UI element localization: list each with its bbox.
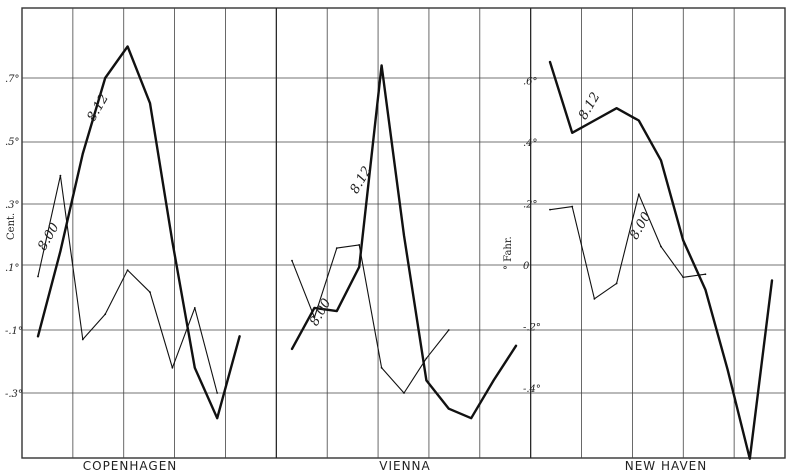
y-tick-label: .1° xyxy=(5,263,20,274)
series-point xyxy=(704,273,707,276)
series-point xyxy=(593,119,596,122)
series-point xyxy=(149,291,151,294)
series-point xyxy=(358,244,361,246)
chart-panel: .7° .5° .3° .1° -.1° -.3° Cent. 8.12 8.00 Copenha… xyxy=(5,45,241,473)
series-point xyxy=(492,379,495,382)
series-label: 8.00 xyxy=(627,210,654,243)
series-line xyxy=(548,60,774,460)
y-tick-label: -.1° xyxy=(5,326,23,337)
series-point xyxy=(216,417,219,420)
series-point xyxy=(615,107,618,110)
series-point xyxy=(748,457,751,460)
y-tick-label: 0 xyxy=(523,261,530,272)
series-point xyxy=(193,307,196,309)
y-unit-label: Cent. xyxy=(6,213,17,240)
series-line xyxy=(549,193,706,300)
series-point xyxy=(313,307,316,309)
series-point xyxy=(660,159,662,162)
series-point xyxy=(37,335,39,338)
series-point xyxy=(358,266,361,268)
series-point xyxy=(171,366,174,369)
series-point xyxy=(380,366,383,369)
series-point xyxy=(571,131,574,134)
chart-frame xyxy=(21,7,786,459)
series-point xyxy=(403,392,405,394)
y-tick-label: .5° xyxy=(5,137,20,148)
series-point xyxy=(104,77,107,79)
series-point xyxy=(549,208,551,211)
series-point xyxy=(126,269,129,272)
y-tick-label: -.4° xyxy=(523,384,541,395)
series-point xyxy=(126,45,129,48)
series-point xyxy=(291,259,293,262)
series-line xyxy=(290,64,518,420)
series-point xyxy=(81,152,84,155)
series-point xyxy=(447,407,450,410)
y-tick-label: -.3° xyxy=(5,389,23,400)
series-point xyxy=(425,379,428,382)
series-point xyxy=(81,338,84,341)
series-point xyxy=(238,335,241,338)
series-point xyxy=(637,119,640,122)
series-point xyxy=(615,282,618,285)
chart-panel: .6°.4°.2°0-.2°-.4°° Fahr.8.128.00New Hav… xyxy=(503,60,774,473)
y-tick-label: .7° xyxy=(5,74,20,85)
series-point xyxy=(593,297,596,300)
y-tick-label: .4° xyxy=(523,138,538,149)
series-label: 8.00 xyxy=(307,296,334,329)
series-point xyxy=(682,276,685,279)
series-label: 8.12 xyxy=(84,92,111,125)
series-point xyxy=(59,250,62,253)
y-unit-label: ° Fahr. xyxy=(503,236,514,270)
series-point xyxy=(171,240,174,243)
series-point xyxy=(291,348,293,350)
series-point xyxy=(313,316,316,319)
y-tick-label: .3° xyxy=(5,200,20,211)
series-line xyxy=(37,175,218,394)
series-label: 8.00 xyxy=(35,221,62,254)
series-point xyxy=(104,313,107,316)
series-point xyxy=(571,205,574,208)
series-point xyxy=(549,61,551,63)
series-point xyxy=(380,64,383,67)
series-point xyxy=(37,275,39,278)
chart-grid xyxy=(21,7,786,459)
panel-title: New Haven xyxy=(625,459,707,473)
series-point xyxy=(771,279,773,282)
y-tick-label: .2° xyxy=(523,200,538,211)
series-point xyxy=(335,310,338,312)
series-point xyxy=(704,288,707,291)
series-point xyxy=(447,329,450,331)
series-line xyxy=(36,45,241,420)
series-point xyxy=(149,102,151,105)
panel-title: Copenhagen xyxy=(83,459,178,473)
series-point xyxy=(726,368,729,371)
series-point xyxy=(682,239,685,242)
panel-title: Vienna xyxy=(379,459,431,473)
series-point xyxy=(59,174,62,177)
y-tick-label: -.2° xyxy=(523,323,541,334)
series-point xyxy=(637,193,640,196)
y-tick-label: .6° xyxy=(523,77,538,88)
series-point xyxy=(403,234,405,237)
series-point xyxy=(425,357,428,360)
series-point xyxy=(193,366,196,369)
series-point xyxy=(335,247,338,250)
series-point xyxy=(660,245,662,248)
chart-panel: 8.128.00Vienna xyxy=(290,64,518,473)
series-line xyxy=(291,244,450,394)
series-point xyxy=(470,417,473,420)
series-point xyxy=(216,392,219,394)
series-point xyxy=(515,344,517,347)
